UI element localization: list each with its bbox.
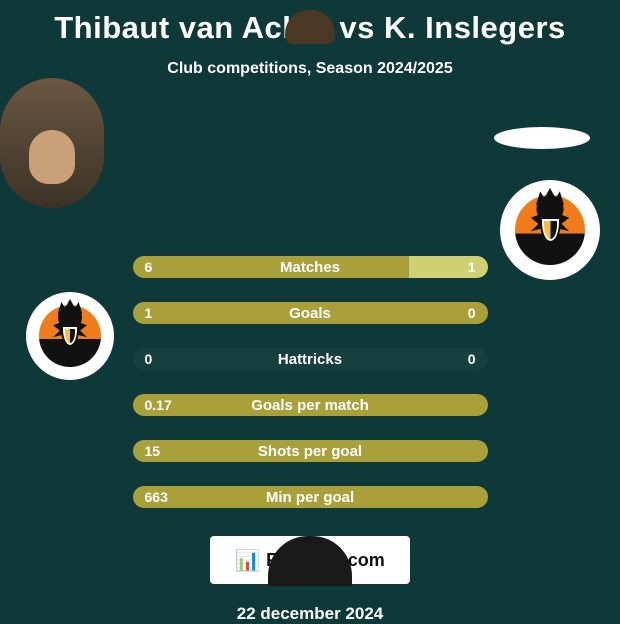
stat-bar-right <box>409 256 487 278</box>
stats-list: 61Matches 10Goals 0 0Hattricks 0.17Goals per… <box>133 256 488 508</box>
stat-value-left: 0 <box>145 348 153 370</box>
stat-row: 663Min per goal <box>133 486 488 508</box>
stat-row: 0 0Hattricks <box>133 348 488 370</box>
stat-bar-left <box>133 256 410 278</box>
snapshot-date: 22 december 2024 <box>0 604 620 624</box>
club-badge-left <box>26 292 114 380</box>
player-photo-right-placeholder <box>494 127 590 149</box>
stat-row: 10Goals <box>133 302 488 324</box>
stat-row: 15Shots per goal <box>133 440 488 462</box>
player-photo-left <box>0 78 104 208</box>
stat-label: Hattricks <box>133 348 488 370</box>
stat-bar-left <box>133 394 488 416</box>
stat-bar-left <box>133 302 488 324</box>
stat-bar-left <box>133 440 488 462</box>
club-badge-right <box>500 180 600 280</box>
subtitle: Club competitions, Season 2024/2025 <box>0 60 620 78</box>
stat-row: 0.17Goals per match <box>133 394 488 416</box>
chart-icon: 📊 <box>235 548 260 573</box>
stat-row: 61Matches <box>133 256 488 278</box>
stat-bar-left <box>133 486 488 508</box>
stat-value-right: 0 <box>468 348 476 370</box>
